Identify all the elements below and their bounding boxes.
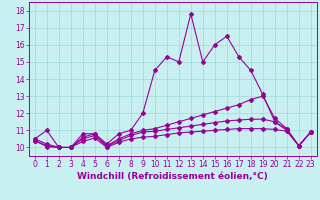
- X-axis label: Windchill (Refroidissement éolien,°C): Windchill (Refroidissement éolien,°C): [77, 172, 268, 181]
